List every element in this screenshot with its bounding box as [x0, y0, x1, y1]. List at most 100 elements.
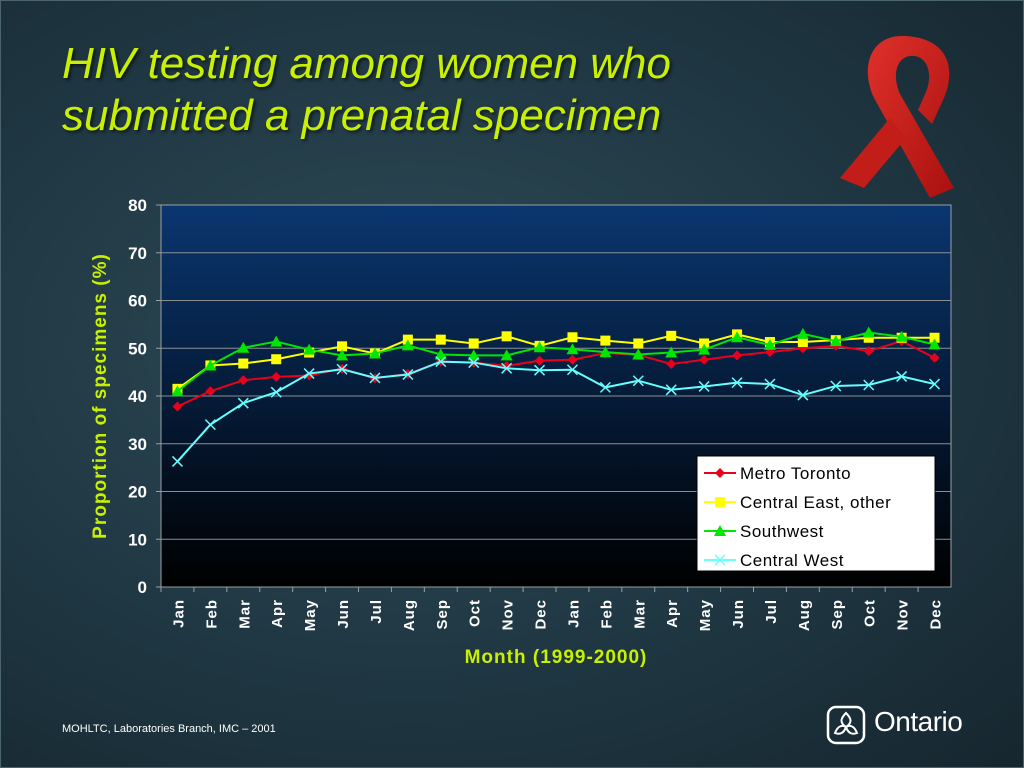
x-axis-ticks: Jan Feb Mar Apr May Jun Jul Aug Sep Oct Nov Dec Jan F…: [160, 587, 945, 631]
data-point: [303, 343, 316, 355]
data-point: [237, 341, 250, 353]
data-point: [270, 386, 282, 398]
data-point: [204, 419, 216, 431]
x-tick-label: Jan: [170, 599, 187, 628]
data-point: [368, 347, 381, 359]
data-point: [567, 332, 578, 343]
x-tick-label: Nov: [895, 599, 912, 630]
y-tick-label: 50: [128, 339, 147, 358]
y-tick-label: 80: [128, 196, 147, 215]
data-point: [698, 343, 711, 355]
data-point: [336, 349, 349, 361]
data-point: [238, 358, 249, 369]
data-point: [863, 332, 874, 343]
legend-marker: [715, 468, 725, 478]
data-point: [862, 326, 875, 338]
y-tick-label: 10: [128, 530, 147, 549]
data-point: [896, 370, 908, 382]
data-point: [699, 354, 710, 365]
ontario-logo-text: Ontario: [874, 706, 963, 737]
series-line: [176, 331, 935, 393]
legend-marker: [714, 525, 726, 536]
data-point: [732, 350, 743, 361]
x-tick-label: Jun: [730, 599, 747, 629]
data-point: [271, 371, 282, 382]
data-point: [172, 401, 183, 412]
data-point: [567, 354, 578, 365]
data-point: [237, 397, 249, 409]
data-point: [534, 355, 545, 366]
data-point: [401, 339, 414, 351]
data-point: [863, 379, 875, 391]
data-point: [402, 368, 414, 381]
x-tick-label: Mar: [631, 599, 648, 629]
series-line: [176, 360, 935, 463]
data-point: [303, 368, 315, 380]
y-axis-ticks: 0 10 20 30 40 50 60 70 80: [128, 196, 161, 597]
data-point: [895, 330, 908, 342]
data-point: [666, 330, 677, 341]
x-tick-label: Dec: [533, 599, 550, 630]
data-point: [764, 378, 776, 390]
x-axis-label: Month (1999-2000): [465, 647, 648, 668]
title-line-1: HIV testing among women who: [62, 39, 671, 88]
legend-label: Metro Toronto: [740, 464, 851, 483]
data-point: [171, 385, 184, 397]
red-ribbon-icon: [840, 36, 954, 198]
data-point: [171, 455, 183, 467]
data-point: [600, 335, 611, 346]
x-tick-label: Aug: [401, 599, 418, 631]
data-point: [929, 332, 940, 343]
data-point: [533, 341, 546, 353]
data-point: [599, 346, 612, 358]
y-tick-label: 0: [138, 578, 147, 597]
data-point: [271, 354, 282, 365]
data-point: [632, 375, 644, 387]
x-tick-label: Oct: [467, 599, 484, 627]
data-point: [829, 335, 842, 347]
data-point: [632, 348, 645, 360]
legend-label: Central West: [740, 551, 844, 570]
series-southwest: [171, 326, 941, 397]
x-tick-label: Jul: [763, 599, 780, 624]
data-point: [566, 364, 578, 376]
data-point: [204, 359, 217, 371]
data-point: [929, 352, 940, 363]
x-tick-label: Aug: [796, 599, 813, 631]
y-tick-label: 30: [128, 435, 147, 454]
data-point: [698, 380, 710, 392]
legend-label: Southwest: [740, 522, 824, 541]
y-tick-label: 20: [128, 483, 147, 502]
legend-marker: [715, 497, 725, 507]
line-chart: 0 10 20 30 40 50 60 70 80 Jan Feb Mar Apr May Jun Jul A…: [90, 196, 952, 668]
data-point: [797, 389, 809, 401]
data-point: [830, 380, 842, 392]
data-point: [633, 338, 644, 349]
x-tick-label: Apr: [269, 599, 286, 628]
legend-item: Southwest: [704, 522, 824, 541]
data-point: [270, 335, 283, 347]
data-point: [863, 346, 874, 357]
chart-series: [171, 326, 941, 467]
x-tick-label: Nov: [500, 599, 517, 630]
data-point: [468, 338, 479, 349]
data-point: [928, 338, 941, 350]
x-tick-label: Jul: [368, 599, 385, 624]
x-tick-label: May: [302, 599, 319, 631]
data-point: [731, 377, 743, 389]
data-point: [534, 364, 546, 376]
data-point: [763, 338, 776, 350]
series-central-west: [171, 356, 941, 467]
legend-item: Metro Toronto: [704, 464, 851, 483]
x-tick-label: Dec: [928, 599, 945, 630]
x-tick-label: Jan: [565, 599, 582, 628]
data-point: [238, 375, 249, 386]
data-point: [797, 337, 808, 348]
data-point: [468, 357, 480, 369]
data-point: [435, 356, 447, 368]
chart-legend: Metro Toronto Central East, other Southwes…: [696, 455, 936, 572]
data-point: [467, 349, 480, 361]
x-tick-label: May: [697, 599, 714, 631]
data-point: [665, 346, 678, 358]
data-point: [501, 362, 513, 374]
